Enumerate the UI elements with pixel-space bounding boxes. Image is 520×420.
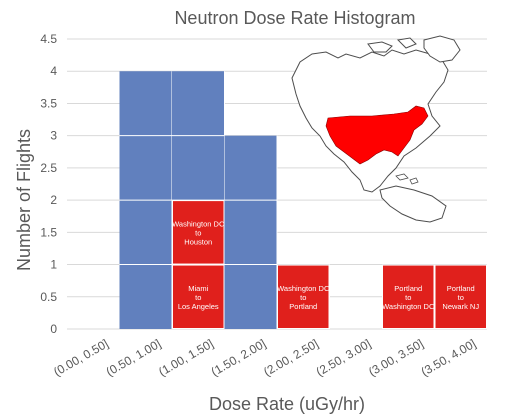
highlighted-flight-segment	[277, 264, 330, 329]
x-tick-label: (2.50, 3.00]	[314, 336, 374, 378]
flight-route-label: Newark NJ	[442, 302, 479, 311]
flight-route-label: Portland	[394, 284, 422, 293]
y-tick-label: 3.5	[40, 96, 57, 110]
x-tick-label: (1.00, 1.50]	[156, 336, 216, 378]
y-axis-title: Number of Flights	[14, 129, 34, 271]
flight-route-label: to	[195, 293, 201, 302]
chart-title: Neutron Dose Rate Histogram	[174, 8, 415, 28]
y-tick-label: 1.5	[40, 225, 57, 239]
flight-route-label: Washington DC	[172, 219, 225, 228]
x-tick-label: (3.00, 3.50]	[366, 336, 426, 378]
flight-route-label: Washington DC	[277, 284, 330, 293]
y-tick-label: 3	[50, 129, 57, 143]
y-tick-label: 2	[50, 193, 57, 207]
x-tick-label: (1.50, 2.00]	[209, 336, 269, 378]
flight-route-label: to	[405, 293, 411, 302]
y-tick-label: 4.5	[40, 32, 57, 46]
x-axis-title: Dose Rate (uGy/hr)	[209, 394, 365, 414]
flight-route-label: Portland	[289, 302, 317, 311]
bar	[224, 135, 277, 329]
highlighted-flight-segment	[172, 264, 225, 329]
y-tick-label: 2.5	[40, 161, 57, 175]
x-tick-label: (3.50, 4.00]	[419, 336, 479, 378]
flight-route-label: Miami	[188, 284, 208, 293]
highlighted-flight-segment	[434, 264, 487, 329]
flight-route-label: Los Angeles	[178, 302, 219, 311]
flight-route-label: Portland	[447, 284, 475, 293]
y-tick-label: 0.5	[40, 290, 57, 304]
flight-route-label: Houston	[184, 237, 212, 246]
flight-route-label: Washington DC	[382, 302, 435, 311]
x-tick-labels: (0.00, 0.50](0.50, 1.00](1.00, 1.50](1.5…	[51, 336, 478, 378]
greenland-outline	[423, 35, 461, 63]
flight-route-label: to	[458, 293, 464, 302]
y-tick-label: 4	[50, 64, 57, 78]
flight-route-label: to	[300, 293, 306, 302]
flight-route-label: to	[195, 228, 201, 237]
y-tick-labels: 0 0.5 1 1.5 2 2.5 3 3.5 4 4.5	[40, 32, 57, 336]
highlighted-flight-segment	[382, 264, 435, 329]
x-tick-label: (0.00, 0.50]	[51, 336, 111, 378]
x-tick-label: (2.00, 2.50]	[261, 336, 321, 378]
south-america-outline	[379, 185, 447, 223]
highlighted-flight-segment	[172, 200, 225, 265]
united-states-highlight	[325, 105, 429, 165]
caribbean-islands	[395, 173, 419, 185]
x-tick-label: (0.50, 1.00]	[104, 336, 164, 378]
y-tick-label: 1	[50, 258, 57, 272]
north-america-map-icon	[291, 35, 461, 223]
canadian-islands-outline	[367, 37, 417, 53]
y-tick-label: 0	[50, 322, 57, 336]
